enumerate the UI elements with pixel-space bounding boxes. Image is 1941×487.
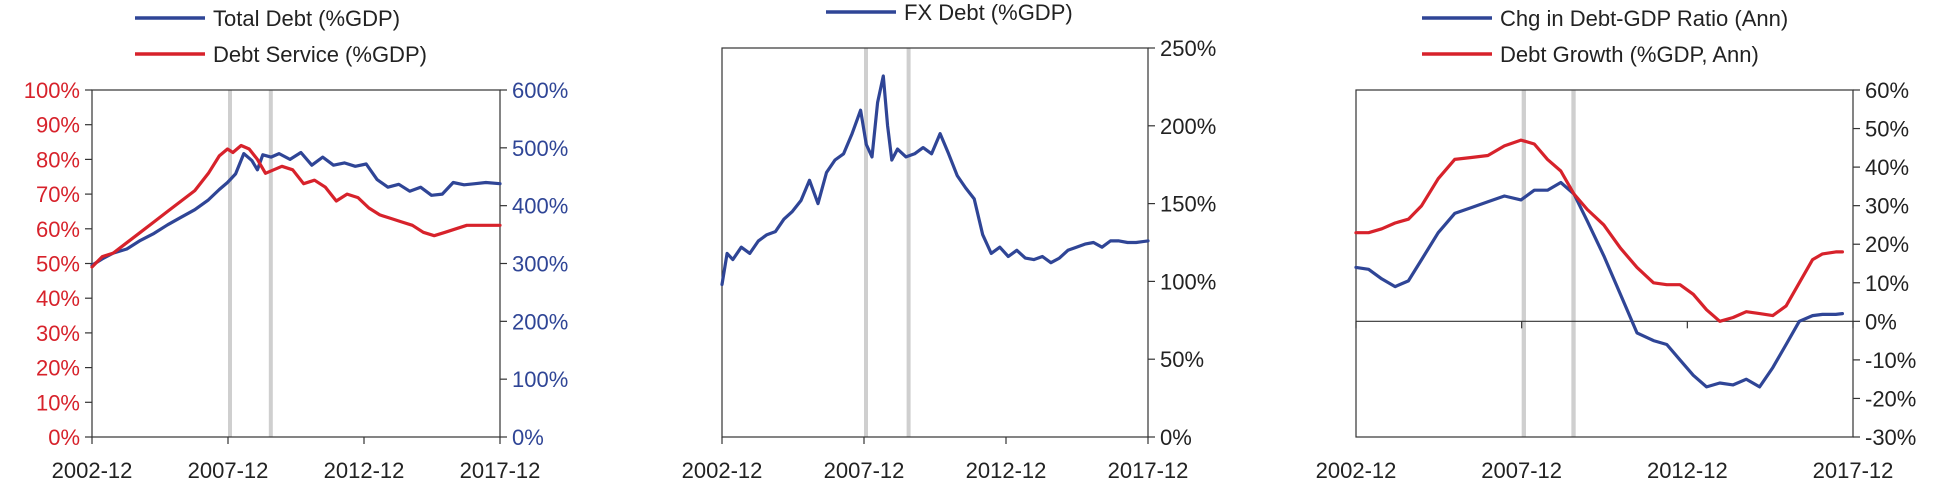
x-tick-label: 2012-12 bbox=[324, 458, 405, 482]
x-tick-label: 2002-12 bbox=[1316, 458, 1397, 482]
x-tick-label: 2012-12 bbox=[966, 458, 1047, 482]
y-tick-label-left: 80% bbox=[36, 147, 80, 172]
y-tick-label-left: 40% bbox=[36, 286, 80, 311]
chart-panel-debt-change: 2002-12 2007-12 2012-12 2017-12 -30% -20% -10%… bbox=[1316, 6, 1917, 483]
shaded-period-band bbox=[906, 48, 911, 437]
shaded-period-band bbox=[1571, 90, 1576, 437]
y-tick-label-right: 500% bbox=[512, 136, 568, 161]
legend-label: FX Debt (%GDP) bbox=[904, 0, 1073, 25]
y-tick-label-left: 100% bbox=[24, 78, 80, 103]
legend-label: Total Debt (%GDP) bbox=[213, 6, 400, 31]
y-tick-label-right: 300% bbox=[512, 252, 568, 277]
y-tick-label-right: 0% bbox=[512, 425, 544, 450]
chart-panel-fx-debt: 2002-12 2007-12 2012-12 2017-12 0% 50% 100% 150… bbox=[682, 0, 1217, 483]
series-line-0 bbox=[720, 74, 1150, 287]
x-tick-label: 2017-12 bbox=[1108, 458, 1189, 482]
chart-panel-total-debt: 2002-12 2007-12 2012-12 2017-12 0% 10% 20% 30% 4… bbox=[24, 6, 569, 483]
series-line-1 bbox=[90, 143, 502, 269]
legend-label: Debt Service (%GDP) bbox=[213, 42, 427, 67]
y-tick-label-right: 100% bbox=[512, 367, 568, 392]
y-tick-label-right: 20% bbox=[1865, 232, 1909, 257]
y-tick-label-left: 60% bbox=[36, 217, 80, 242]
y-tick-label-left: 70% bbox=[36, 182, 80, 207]
y-tick-label-left: 90% bbox=[36, 113, 80, 138]
y-tick-label-left: 50% bbox=[36, 252, 80, 277]
x-tick-label: 2017-12 bbox=[460, 458, 541, 482]
y-tick-label-right: 10% bbox=[1865, 271, 1909, 296]
y-tick-label-right: 200% bbox=[1160, 114, 1216, 139]
y-tick-label-right: -20% bbox=[1865, 386, 1916, 411]
series-line-0 bbox=[1354, 180, 1844, 389]
y-tick-label-right: 600% bbox=[512, 78, 568, 103]
y-tick-label-left: 10% bbox=[36, 390, 80, 415]
series-line-0 bbox=[90, 150, 502, 267]
y-tick-label-right: 250% bbox=[1160, 36, 1216, 61]
y-tick-label-right: 60% bbox=[1865, 78, 1909, 103]
x-tick-label: 2007-12 bbox=[1481, 458, 1562, 482]
y-tick-label-right: 50% bbox=[1865, 117, 1909, 142]
x-tick-label: 2017-12 bbox=[1813, 458, 1894, 482]
shaded-period-band bbox=[268, 90, 273, 437]
shaded-period-band bbox=[228, 90, 232, 437]
y-tick-label-left: 20% bbox=[36, 356, 80, 381]
x-tick-label: 2002-12 bbox=[682, 458, 763, 482]
y-tick-label-left: 30% bbox=[36, 321, 80, 346]
x-tick-label: 2007-12 bbox=[188, 458, 269, 482]
legend-label: Chg in Debt-GDP Ratio (Ann) bbox=[1500, 6, 1788, 31]
y-tick-label-right: -30% bbox=[1865, 425, 1916, 450]
y-tick-label-right: 150% bbox=[1160, 192, 1216, 217]
y-tick-label-right: 400% bbox=[512, 194, 568, 219]
shaded-period-band bbox=[864, 48, 868, 437]
y-tick-label-right: 40% bbox=[1865, 155, 1909, 180]
plot-frame bbox=[1355, 89, 1854, 438]
y-tick-label-right: 0% bbox=[1865, 309, 1897, 334]
series-line-1 bbox=[1354, 138, 1844, 323]
y-tick-label-right: 200% bbox=[512, 309, 568, 334]
x-tick-label: 2002-12 bbox=[52, 458, 133, 482]
plot-frame bbox=[721, 47, 1149, 438]
y-tick-label-right: 50% bbox=[1160, 347, 1204, 372]
plot-frame bbox=[91, 89, 501, 438]
y-tick-label-right: -10% bbox=[1865, 348, 1916, 373]
shaded-period-band bbox=[1521, 90, 1526, 437]
x-tick-label: 2007-12 bbox=[824, 458, 905, 482]
y-tick-label-right: 0% bbox=[1160, 425, 1192, 450]
y-tick-label-left: 0% bbox=[48, 425, 80, 450]
legend-label: Debt Growth (%GDP, Ann) bbox=[1500, 42, 1759, 67]
y-tick-label-right: 30% bbox=[1865, 194, 1909, 219]
x-tick-label: 2012-12 bbox=[1647, 458, 1728, 482]
y-tick-label-right: 100% bbox=[1160, 269, 1216, 294]
